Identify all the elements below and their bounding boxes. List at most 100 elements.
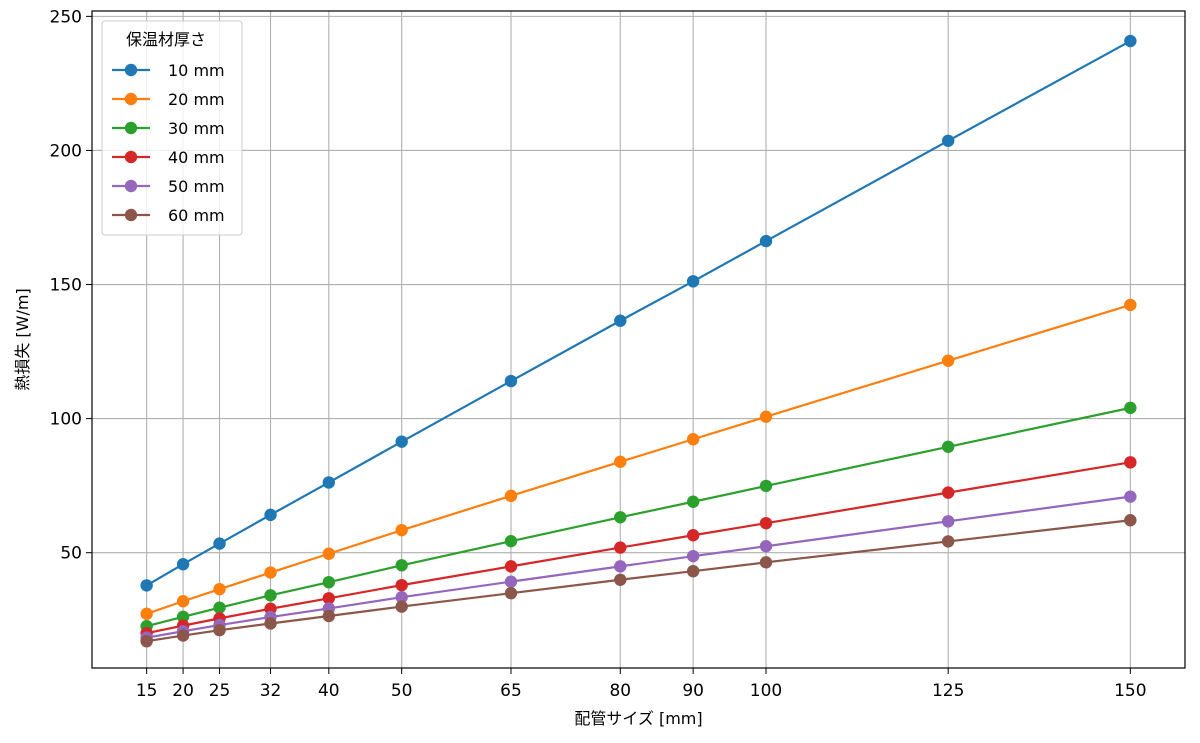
- x-tick-label: 90: [682, 681, 704, 701]
- data-point: [264, 566, 277, 579]
- legend-swatch-marker: [124, 121, 138, 135]
- data-point: [140, 634, 153, 648]
- series-line: [146, 519, 1131, 643]
- series-line: [146, 461, 1131, 635]
- data-point: [614, 455, 627, 468]
- data-point: [941, 515, 955, 528]
- data-point: [686, 529, 700, 542]
- data-point: [213, 601, 226, 614]
- legend-swatch-marker: [124, 179, 138, 193]
- x-axis-label: 配管サイズ [mm]: [574, 709, 702, 728]
- series-0: [140, 34, 1137, 592]
- x-tick-label: 50: [391, 681, 413, 701]
- data-point: [686, 275, 700, 288]
- data-point: [504, 560, 518, 573]
- x-tick-label: 125: [932, 681, 964, 701]
- data-point: [504, 374, 518, 388]
- legend-item: 50 mm: [112, 177, 225, 196]
- data-point: [140, 607, 153, 621]
- legend-swatch-marker: [124, 92, 138, 106]
- data-point: [759, 516, 773, 530]
- y-tick-label: 200: [50, 141, 82, 161]
- data-point: [614, 511, 627, 524]
- data-point: [759, 479, 773, 493]
- data-point: [614, 541, 627, 554]
- data-point: [1124, 34, 1137, 48]
- data-point: [395, 600, 408, 613]
- data-point: [686, 564, 700, 578]
- data-point: [213, 623, 226, 637]
- data-point: [322, 476, 336, 489]
- x-tick-label: 20: [172, 681, 194, 701]
- series-line: [146, 406, 1131, 628]
- data-point: [395, 523, 408, 537]
- legend-label: 10 mm: [168, 61, 225, 80]
- grid: [92, 11, 1185, 668]
- legend: 保温材厚さ 10 mm 20 mm 30 mm 40 mm 50 mm 60 mm: [101, 20, 243, 236]
- data-point: [264, 589, 277, 602]
- data-point: [614, 573, 627, 586]
- data-point: [322, 575, 336, 589]
- data-point: [941, 535, 955, 548]
- data-point: [395, 435, 408, 448]
- y-tick-label: 100: [50, 410, 82, 430]
- x-axis-ticks: 15 20 25 32 40 50 65 80 90 100 125 150: [136, 668, 1147, 701]
- legend-label: 60 mm: [168, 206, 225, 225]
- x-tick-label: 80: [609, 681, 631, 701]
- data-point: [176, 629, 190, 642]
- data-point: [1124, 298, 1137, 312]
- data-point: [395, 578, 408, 592]
- plot-frame: [91, 10, 1186, 669]
- data-point: [322, 609, 336, 623]
- y-tick-label: 150: [50, 276, 82, 296]
- data-point: [213, 582, 226, 596]
- y-tick-label: 50: [60, 544, 82, 564]
- data-point: [213, 537, 226, 550]
- series-3: [140, 456, 1137, 640]
- data-point: [1124, 456, 1137, 469]
- legend-item: 20 mm: [112, 90, 225, 109]
- legend-label: 20 mm: [168, 90, 225, 109]
- data-point: [614, 560, 627, 573]
- legend-label: 40 mm: [168, 148, 225, 167]
- data-point: [322, 547, 336, 560]
- data-point: [1124, 514, 1137, 527]
- data-point: [614, 314, 627, 327]
- y-tick-label: 250: [50, 7, 82, 27]
- legend-label: 30 mm: [168, 119, 225, 138]
- legend-item: 30 mm: [112, 119, 225, 138]
- data-point: [140, 579, 153, 592]
- series-layer: [140, 34, 1137, 648]
- series-line: [146, 495, 1131, 639]
- x-tick-label: 32: [260, 681, 282, 701]
- data-point: [395, 559, 408, 572]
- data-point: [395, 591, 408, 604]
- data-point: [1124, 401, 1137, 415]
- legend-label: 50 mm: [168, 177, 225, 196]
- data-point: [264, 508, 277, 522]
- data-point: [322, 592, 336, 605]
- data-point: [176, 610, 190, 623]
- data-point: [759, 234, 773, 248]
- x-tick-label: 25: [209, 681, 231, 701]
- data-point: [941, 486, 955, 499]
- legend-title: 保温材厚さ: [126, 30, 206, 49]
- x-tick-label: 40: [318, 681, 340, 701]
- legend-swatch-marker: [124, 150, 138, 164]
- series-5: [140, 514, 1137, 648]
- data-point: [686, 433, 700, 446]
- data-point: [759, 410, 773, 423]
- x-tick-label: 100: [750, 681, 782, 701]
- data-point: [941, 134, 955, 147]
- x-tick-label: 65: [500, 681, 522, 701]
- data-point: [759, 556, 773, 569]
- series-line: [146, 40, 1131, 587]
- data-point: [176, 558, 190, 571]
- series-1: [140, 298, 1137, 621]
- data-point: [504, 575, 518, 588]
- data-point: [686, 549, 700, 563]
- y-axis-ticks: 50 100 150 200 250: [50, 7, 92, 564]
- data-point: [504, 586, 518, 600]
- data-point: [504, 489, 518, 503]
